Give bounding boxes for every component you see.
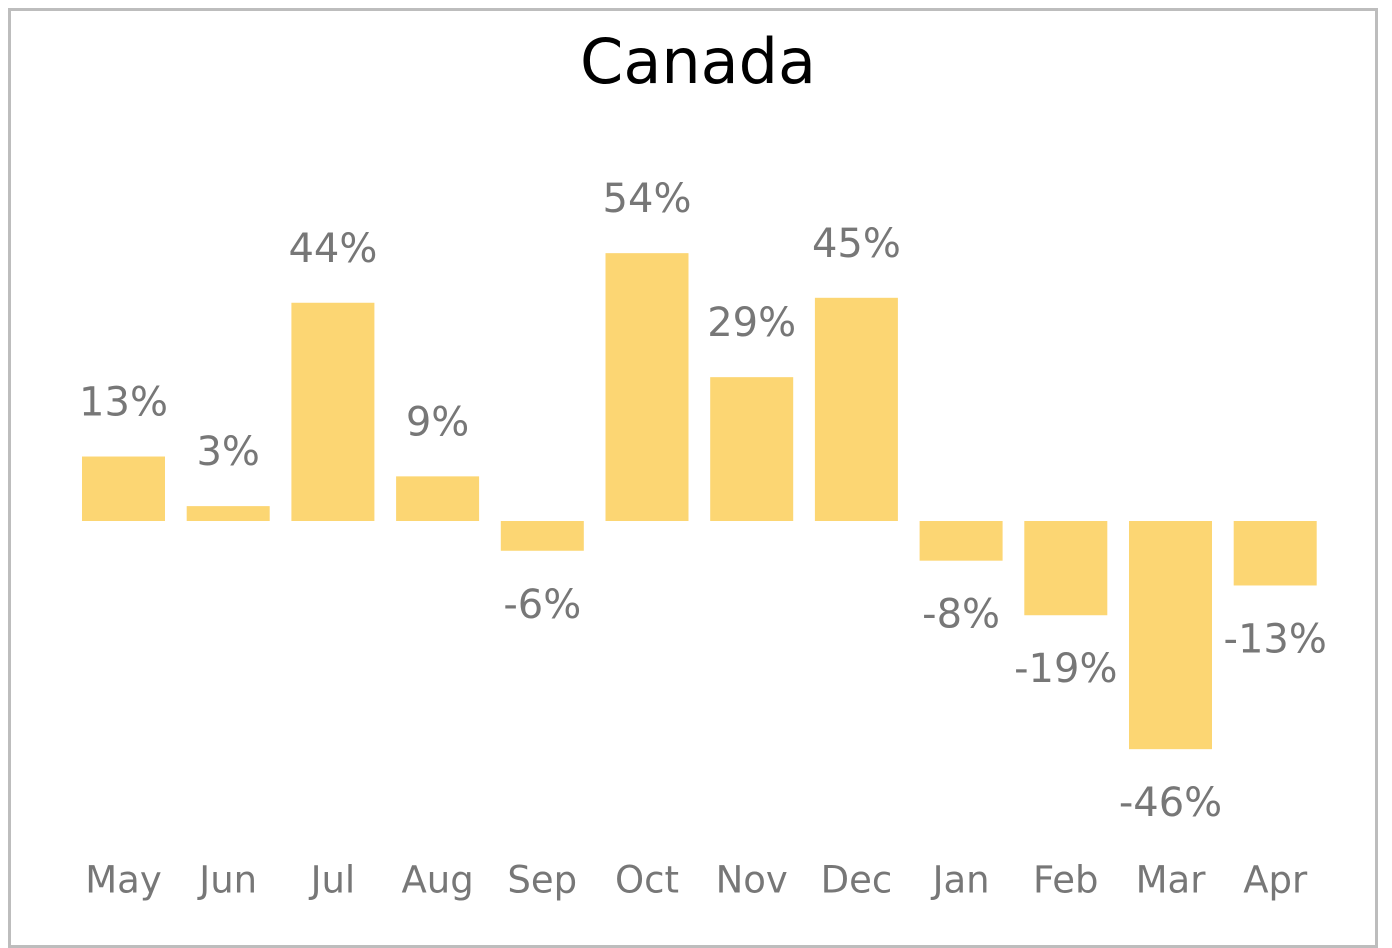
x-tick-label: Nov <box>716 859 788 902</box>
value-label: 13% <box>79 380 168 426</box>
value-label: 54% <box>603 176 692 222</box>
value-label: 45% <box>812 221 901 267</box>
x-tick-label: Apr <box>1243 859 1308 902</box>
x-tick-label: Jan <box>931 859 990 902</box>
value-label: 3% <box>196 429 259 475</box>
x-tick-label: May <box>85 859 162 902</box>
value-label: 9% <box>406 399 469 445</box>
bar <box>291 302 375 521</box>
bar <box>605 253 689 521</box>
value-label: 29% <box>707 300 796 346</box>
bar <box>1129 521 1212 750</box>
x-tick-label: Jun <box>197 859 257 902</box>
value-label: -19% <box>1014 646 1117 692</box>
x-tick-label: Mar <box>1136 859 1207 902</box>
bar <box>1024 521 1108 616</box>
bar <box>186 506 270 521</box>
bar <box>919 521 1003 561</box>
bar <box>814 297 898 521</box>
x-tick-label: Sep <box>507 859 577 902</box>
value-label: 44% <box>288 226 377 272</box>
x-tick-label: Feb <box>1033 859 1099 902</box>
bar <box>1233 521 1317 586</box>
x-tick-label: Oct <box>615 859 679 902</box>
value-label: -6% <box>503 582 581 628</box>
bar <box>396 476 480 521</box>
value-label: -46% <box>1119 780 1222 826</box>
bar <box>500 521 584 551</box>
chart-title: Canada <box>580 25 816 98</box>
x-tick-label: Aug <box>401 859 473 902</box>
x-tick-label: Dec <box>821 859 893 902</box>
value-label: -8% <box>922 592 1000 638</box>
x-tick-label: Jul <box>309 859 356 902</box>
bar <box>82 456 165 521</box>
bar <box>710 377 794 521</box>
value-label: -13% <box>1224 616 1327 662</box>
